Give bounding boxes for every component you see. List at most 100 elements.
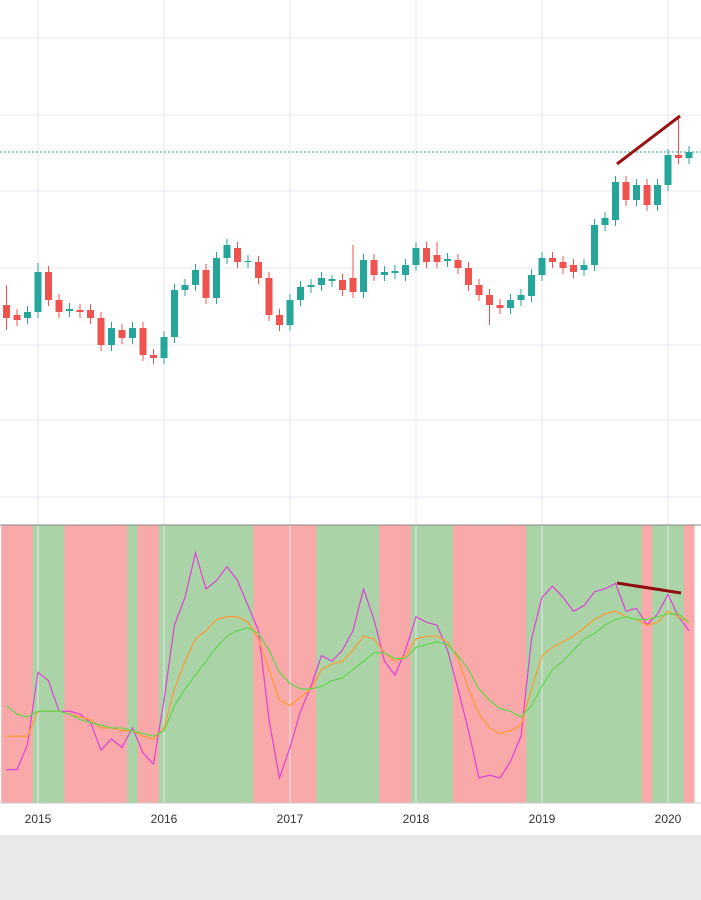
- marks: [0, 118, 701, 781]
- regime-band: [232, 525, 244, 803]
- candle-body: [255, 262, 262, 278]
- regime-band: [610, 525, 622, 803]
- candle-body: [276, 315, 283, 325]
- regime-band: [74, 525, 86, 803]
- regime-band: [389, 525, 401, 803]
- candle-body: [108, 328, 115, 345]
- indicator-line: [6, 610, 690, 740]
- candle-body: [265, 278, 273, 315]
- candle-body: [612, 182, 619, 220]
- candle-body: [328, 279, 336, 281]
- regime-band: [64, 525, 76, 803]
- regime-band: [137, 525, 149, 803]
- regime-band: [148, 525, 160, 803]
- candle-body: [570, 265, 577, 272]
- candle-body: [307, 285, 315, 287]
- candle-body: [244, 261, 252, 262]
- candle-body: [454, 260, 462, 268]
- regime-band: [641, 525, 653, 803]
- regime-band: [463, 525, 475, 803]
- candle-body: [160, 337, 168, 358]
- candle-body: [538, 258, 546, 275]
- regime-band: [316, 525, 328, 803]
- candle-body: [433, 255, 441, 262]
- candle-body: [286, 300, 294, 325]
- regime-band: [347, 525, 359, 803]
- candle-body: [45, 272, 52, 300]
- candle-body: [118, 330, 126, 338]
- indicator-line: [6, 613, 690, 737]
- candle-body: [381, 272, 388, 275]
- regime-band: [631, 525, 643, 803]
- candle-body: [181, 285, 189, 290]
- regime-band: [568, 525, 580, 803]
- regime-band: [116, 525, 128, 803]
- regime-band: [53, 525, 65, 803]
- candle-body: [580, 265, 588, 270]
- candle-body: [192, 270, 199, 285]
- regime-band: [652, 525, 664, 803]
- regime-band: [442, 525, 454, 803]
- candle-body: [675, 155, 682, 158]
- regime-band: [620, 525, 632, 803]
- regime-band: [358, 525, 370, 803]
- candle-body: [55, 300, 63, 312]
- regime-band: [263, 525, 275, 803]
- candle-body: [517, 295, 525, 300]
- candle-body: [549, 258, 556, 262]
- regime-band: [599, 525, 611, 803]
- regime-band: [106, 525, 118, 803]
- regime-band: [515, 525, 527, 803]
- x-tick-label: 2019: [529, 812, 556, 826]
- candle-body: [318, 278, 325, 285]
- regime-band: [484, 525, 496, 803]
- regime-band: [85, 525, 97, 803]
- candle-body: [528, 275, 535, 296]
- regime-band: [526, 525, 538, 803]
- candle-body: [465, 268, 472, 285]
- regime-band: [11, 525, 23, 803]
- regime-band: [547, 525, 559, 803]
- candle-body: [486, 295, 493, 305]
- regime-band: [473, 525, 485, 803]
- chart: 2015 2016 2017 2018 2019 2020: [0, 0, 701, 826]
- candle-body: [202, 270, 210, 298]
- candle-body: [412, 248, 420, 265]
- candle-body: [171, 290, 178, 337]
- regime-band: [242, 525, 254, 803]
- x-tick-label: 2017: [277, 812, 304, 826]
- candle-body: [360, 260, 367, 292]
- regime-band: [221, 525, 233, 803]
- regime-band: [578, 525, 590, 803]
- regime-band: [400, 525, 412, 803]
- regime-band: [421, 525, 433, 803]
- candle-body: [475, 285, 483, 295]
- candle-body: [97, 318, 105, 345]
- x-tick-label: 2015: [25, 812, 52, 826]
- regime-band: [274, 525, 286, 803]
- candle-body: [601, 218, 609, 225]
- regime-band: [22, 525, 34, 803]
- trend-line: [616, 581, 682, 595]
- candle-body: [34, 272, 42, 312]
- regime-band: [305, 525, 317, 803]
- x-tick-label: 2020: [655, 812, 682, 826]
- trend-line: [616, 114, 681, 166]
- candle-body: [349, 278, 357, 292]
- candle-body: [150, 355, 157, 358]
- candle-body: [622, 182, 630, 200]
- candle-body: [402, 265, 409, 275]
- candle-body: [496, 305, 504, 308]
- candle-body: [391, 271, 399, 273]
- regime-band: [557, 525, 569, 803]
- candle-body: [139, 328, 147, 355]
- x-tick-label: 2018: [403, 812, 430, 826]
- indicator-bands: [1, 525, 695, 803]
- regime-band: [368, 525, 380, 803]
- x-tick-label: 2016: [151, 812, 178, 826]
- regime-band: [211, 525, 223, 803]
- candle-body: [633, 185, 640, 200]
- regime-band: [494, 525, 506, 803]
- candle-body: [423, 248, 430, 262]
